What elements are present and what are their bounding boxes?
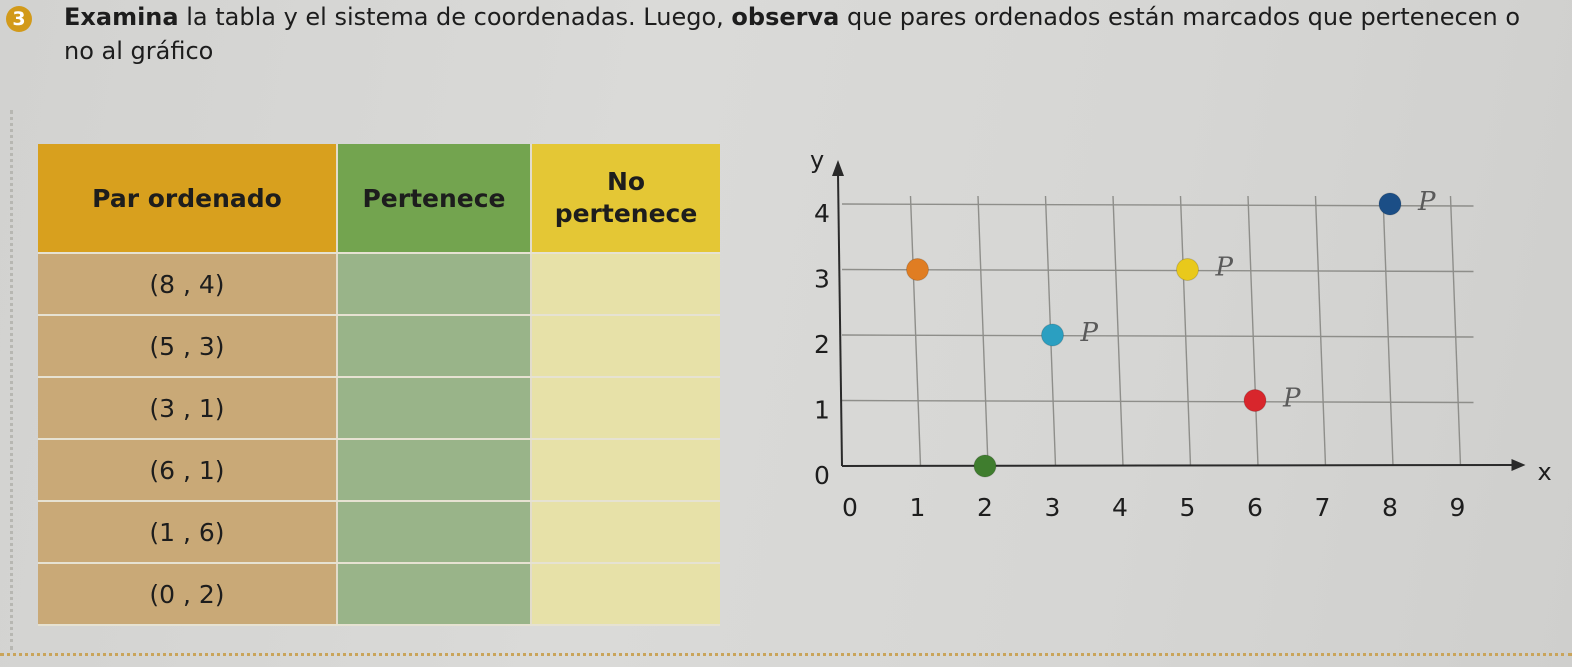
- gridline-vertical: [1314, 195, 1327, 467]
- x-tick-label: 0: [842, 493, 858, 522]
- pertenece-check-cell[interactable]: [337, 501, 532, 564]
- x-tick-label: 8: [1382, 493, 1398, 522]
- x-tick-label: 9: [1450, 493, 1466, 522]
- x-tick-label: 7: [1315, 493, 1331, 522]
- data-point: [973, 454, 997, 478]
- y-tick-label: 0: [814, 461, 830, 490]
- gridline-vertical: [1449, 195, 1462, 467]
- exercise-number-badge: 3: [6, 6, 32, 32]
- handwritten-p-mark: P: [1417, 187, 1436, 217]
- header-par-ordenado: Par ordenado: [38, 144, 338, 254]
- bottom-dotted-line: [0, 653, 1572, 656]
- x-tick-label: 6: [1247, 493, 1263, 522]
- y-tick-label: 2: [814, 330, 830, 359]
- no-pertenece-check-cell[interactable]: [531, 377, 720, 440]
- data-point: [1041, 323, 1064, 347]
- data-point: [906, 258, 929, 281]
- x-tick-label: 4: [1112, 493, 1128, 522]
- y-axis-arrow: [832, 160, 844, 176]
- y-tick-label: 1: [814, 396, 830, 425]
- y-tick-label: 4: [814, 199, 830, 228]
- handwritten-p-mark: P: [1215, 253, 1234, 283]
- instruction-bold-observa: observa: [731, 3, 840, 31]
- table-row: (0 , 2): [38, 563, 720, 626]
- data-point: [1243, 389, 1267, 412]
- x-tick-label: 2: [977, 493, 993, 522]
- x-tick-label: 3: [1045, 493, 1061, 522]
- handwritten-p-mark: P: [1282, 384, 1301, 414]
- handwritten-p-mark: P: [1080, 318, 1099, 348]
- table-row: (8 , 4): [38, 253, 720, 316]
- data-point: [1176, 258, 1199, 281]
- pertenece-check-cell[interactable]: [337, 563, 532, 626]
- no-pertenece-check-cell[interactable]: [531, 439, 720, 502]
- x-axis-line: [841, 464, 1514, 467]
- no-pertenece-check-cell[interactable]: [531, 501, 720, 564]
- gridline-vertical: [1179, 195, 1192, 467]
- gridline-horizontal: [841, 399, 1474, 404]
- header-pertenece: Pertenece: [337, 144, 532, 254]
- table-row: (5 , 3): [38, 315, 720, 378]
- header-no-pertenece-label: No pertenece: [554, 167, 698, 228]
- gridline-vertical: [1112, 195, 1124, 467]
- x-tick-label: 5: [1180, 493, 1196, 522]
- gridline-vertical: [1382, 195, 1394, 467]
- gridline-vertical: [977, 195, 989, 467]
- y-tick-label: 3: [814, 265, 830, 294]
- pertenece-check-cell[interactable]: [337, 253, 532, 316]
- gridline-horizontal: [841, 268, 1474, 273]
- ordered-pairs-table: Par ordenado Pertenece No pertenece (8 ,…: [38, 144, 720, 626]
- table-row: (6 , 1): [38, 439, 720, 502]
- x-axis-label: x: [1538, 458, 1552, 486]
- instruction-bold-examina: Examina: [64, 3, 179, 31]
- y-axis-line: [837, 173, 843, 467]
- header-no-pertenece: No pertenece: [531, 144, 720, 254]
- exercise-instruction: Examina la tabla y el sistema de coorden…: [64, 0, 1524, 68]
- table-row: (1 , 6): [38, 501, 720, 564]
- gridline-horizontal: [841, 203, 1474, 207]
- pair-cell: (5 , 3): [38, 315, 338, 378]
- pair-cell: (8 , 4): [38, 253, 338, 316]
- x-axis-arrow: [1511, 459, 1526, 471]
- gridline-vertical: [1247, 195, 1259, 467]
- no-pertenece-check-cell[interactable]: [531, 253, 720, 316]
- table-header-row: Par ordenado Pertenece No pertenece: [38, 144, 720, 254]
- gridline-vertical: [909, 195, 922, 467]
- data-point: [1378, 192, 1402, 216]
- table-row: (3 , 1): [38, 377, 720, 440]
- pertenece-check-cell[interactable]: [337, 377, 532, 440]
- x-tick-label: 1: [910, 493, 926, 522]
- pair-cell: (0 , 2): [38, 563, 338, 626]
- pair-cell: (6 , 1): [38, 439, 338, 502]
- pertenece-check-cell[interactable]: [337, 315, 532, 378]
- pair-cell: (1 , 6): [38, 501, 338, 564]
- pair-cell: (3 , 1): [38, 377, 338, 440]
- y-axis-label: y: [810, 146, 824, 174]
- margin-dotted-line: [10, 110, 13, 650]
- gridline-horizontal: [841, 334, 1474, 338]
- instruction-text-1: la tabla y el sistema de coordenadas. Lu…: [178, 3, 732, 31]
- no-pertenece-check-cell[interactable]: [531, 563, 720, 626]
- pertenece-check-cell[interactable]: [337, 439, 532, 502]
- no-pertenece-check-cell[interactable]: [531, 315, 720, 378]
- instruction-text-2: que pares ordenados están marcados que p…: [64, 3, 1521, 65]
